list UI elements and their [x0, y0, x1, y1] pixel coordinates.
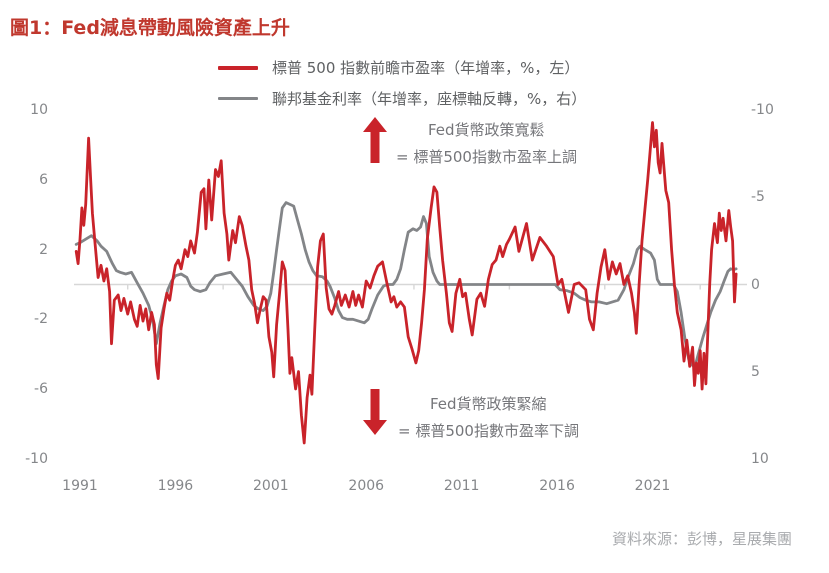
legend-label-fedfunds: 聯邦基金利率（年增率，座標軸反轉，%，右） [272, 90, 587, 108]
right-axis-tick-label: 5 [751, 363, 760, 380]
sp500-series-line [74, 121, 738, 445]
left-axis-tick-label: 6 [39, 171, 48, 188]
legend-item-sp500: 標普 500 指數前瞻市盈率（年增率，%，左） [218, 57, 586, 78]
tightening-annotation-line1: Fed貨幣政策緊縮 [430, 395, 547, 413]
figure-title: 圖1：Fed減息帶動風險資產上升 [10, 17, 290, 39]
right-axis-tick-label: 0 [751, 276, 760, 293]
legend-item-fedfunds: 聯邦基金利率（年增率，座標軸反轉，%，右） [218, 88, 586, 109]
easing-annotation-line2: = 標普500指數市盈率上調 [396, 148, 577, 166]
right-axis-tick-label: -5 [751, 189, 765, 206]
left-axis-tick-label: -2 [34, 311, 48, 328]
left-axis-tick-label: 2 [39, 241, 48, 258]
source-note: 資料來源：彭博，星展集團 [611, 530, 792, 548]
down-arrow-icon [363, 389, 387, 435]
x-axis-tick-label: 2016 [539, 478, 575, 494]
x-axis-tick-label: 2011 [443, 478, 480, 494]
x-axis-tick-label: 2006 [348, 478, 385, 494]
easing-annotation-line1: Fed貨幣政策寬鬆 [428, 121, 545, 139]
x-axis-tick-label: 1991 [62, 478, 98, 494]
up-arrow-icon [363, 117, 387, 163]
right-axis-tick-label: -10 [751, 102, 774, 119]
x-axis-tick-label: 2001 [253, 478, 289, 494]
left-axis-tick-label: 10 [30, 102, 48, 119]
x-axis-tick-label: 1996 [157, 478, 194, 494]
fedfunds-line-swatch [218, 97, 258, 100]
left-axis-tick-label: -6 [34, 381, 48, 398]
sp500-line-swatch [218, 65, 258, 70]
legend: 標普 500 指數前瞻市盈率（年增率，%，左） 聯邦基金利率（年增率，座標軸反轉… [218, 57, 586, 109]
left-axis-tick-label: -10 [25, 450, 48, 467]
legend-label-sp500: 標普 500 指數前瞻市盈率（年增率，%，左） [272, 59, 580, 77]
tightening-annotation-line2: = 標普500指數市盈率下調 [398, 422, 579, 440]
right-axis-tick-label: 10 [751, 450, 769, 467]
x-axis-tick-label: 2021 [634, 478, 671, 494]
